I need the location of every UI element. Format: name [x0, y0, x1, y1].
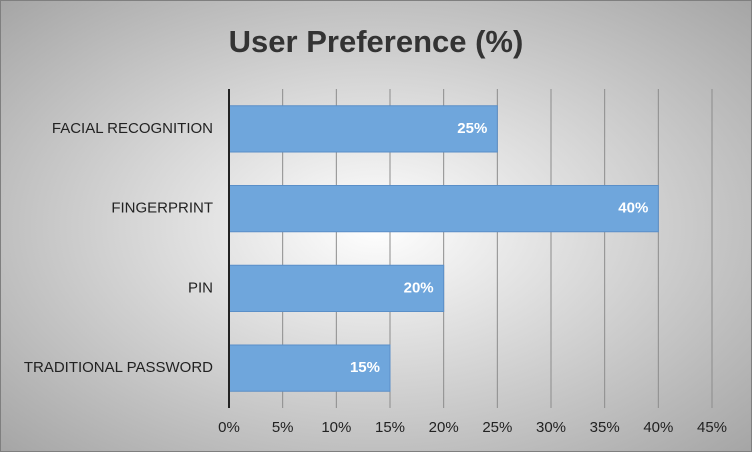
x-tick-label: 35% — [590, 419, 620, 436]
x-tick-label: 15% — [375, 419, 405, 436]
y-tick-label: FINGERPRINT — [111, 200, 213, 217]
x-tick-label: 40% — [643, 419, 673, 436]
x-tick-label: 5% — [272, 419, 294, 436]
data-label: 20% — [404, 279, 434, 296]
x-tick-label: 25% — [482, 419, 512, 436]
x-tick-label: 45% — [697, 419, 727, 436]
x-tick-label: 10% — [321, 419, 351, 436]
y-tick-label: PIN — [188, 279, 213, 296]
x-tick-label: 0% — [218, 419, 240, 436]
y-tick-label: TRADITIONAL PASSWORD — [24, 359, 213, 376]
chart-title: User Preference (%) — [229, 24, 524, 59]
bar — [228, 184, 659, 233]
x-tick-label: 30% — [536, 419, 566, 436]
data-label: 40% — [618, 200, 648, 217]
data-label: 25% — [457, 120, 487, 137]
x-tick-label: 20% — [429, 419, 459, 436]
data-label: 15% — [350, 359, 380, 376]
y-tick-label: FACIAL RECOGNITION — [52, 120, 213, 137]
